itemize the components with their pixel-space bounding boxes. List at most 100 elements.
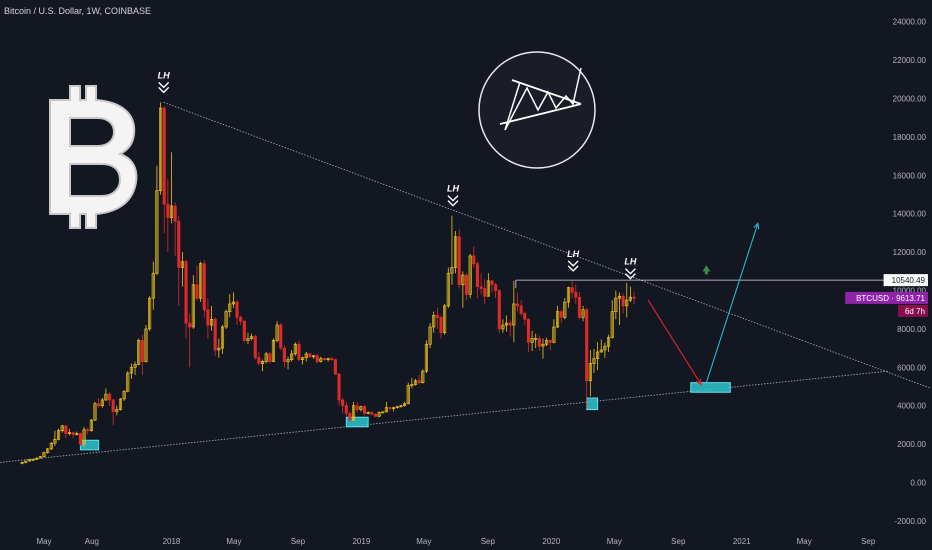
candle[interactable]	[253, 334, 257, 360]
candle[interactable]	[599, 339, 603, 353]
candlestick-series[interactable]	[20, 102, 636, 465]
candle[interactable]	[271, 338, 276, 362]
candle[interactable]	[603, 342, 607, 358]
candle[interactable]	[282, 345, 286, 368]
candle[interactable]	[279, 323, 283, 351]
candle[interactable]	[610, 300, 614, 339]
candle[interactable]	[64, 424, 68, 439]
candle[interactable]	[344, 401, 348, 417]
candle[interactable]	[537, 335, 541, 351]
candle[interactable]	[202, 259, 206, 318]
candle[interactable]	[581, 305, 585, 322]
candle[interactable]	[129, 363, 133, 379]
candle[interactable]	[435, 307, 439, 329]
candle[interactable]	[370, 411, 374, 416]
candle[interactable]	[515, 292, 520, 312]
candle[interactable]	[268, 351, 272, 364]
candle[interactable]	[224, 309, 228, 329]
candle[interactable]	[126, 371, 130, 393]
candle[interactable]	[188, 313, 192, 368]
candle[interactable]	[151, 261, 155, 310]
candle[interactable]	[563, 298, 567, 320]
candle[interactable]	[352, 401, 356, 422]
candle[interactable]	[621, 293, 625, 314]
candle[interactable]	[60, 424, 64, 433]
candle[interactable]	[552, 319, 556, 344]
candle[interactable]	[199, 261, 203, 303]
candle[interactable]	[556, 305, 560, 328]
candle[interactable]	[235, 300, 239, 326]
candle[interactable]	[588, 350, 592, 397]
candle[interactable]	[534, 333, 538, 349]
candle[interactable]	[617, 292, 622, 326]
candle[interactable]	[607, 334, 611, 352]
candle[interactable]	[399, 404, 403, 408]
candle[interactable]	[464, 273, 469, 301]
support-zone[interactable]	[690, 382, 731, 393]
candle[interactable]	[86, 427, 90, 435]
candle[interactable]	[450, 215, 454, 285]
candle[interactable]	[297, 340, 301, 362]
candle[interactable]	[89, 419, 93, 432]
support-zone[interactable]	[586, 397, 599, 411]
candle[interactable]	[213, 317, 217, 356]
candle[interactable]	[177, 215, 181, 306]
candle[interactable]	[137, 338, 141, 366]
candle[interactable]	[173, 202, 177, 256]
candle[interactable]	[20, 461, 24, 465]
candle[interactable]	[217, 338, 221, 358]
candle[interactable]	[384, 401, 388, 413]
candle[interactable]	[632, 291, 636, 304]
candle[interactable]	[166, 179, 170, 253]
candle[interactable]	[596, 342, 600, 371]
candle[interactable]	[359, 405, 363, 412]
candle[interactable]	[424, 340, 428, 374]
candle[interactable]	[330, 356, 334, 361]
candle[interactable]	[75, 431, 79, 436]
candle[interactable]	[49, 442, 53, 450]
candle[interactable]	[373, 413, 377, 418]
candle[interactable]	[337, 373, 341, 406]
candle[interactable]	[585, 307, 589, 409]
support-zones[interactable]	[79, 382, 731, 451]
candle[interactable]	[286, 356, 290, 370]
candle[interactable]	[392, 406, 396, 412]
candle[interactable]	[100, 398, 104, 408]
candle[interactable]	[541, 338, 545, 359]
candle[interactable]	[264, 351, 268, 364]
candle[interactable]	[195, 265, 199, 301]
candle[interactable]	[228, 294, 232, 318]
candle[interactable]	[326, 357, 330, 362]
candle[interactable]	[505, 315, 509, 332]
candle[interactable]	[275, 321, 279, 343]
candle[interactable]	[206, 298, 210, 339]
candle[interactable]	[494, 282, 498, 299]
candle[interactable]	[35, 457, 39, 460]
candle[interactable]	[24, 460, 28, 464]
candle[interactable]	[523, 311, 527, 326]
candle[interactable]	[362, 404, 367, 416]
candle[interactable]	[159, 102, 163, 195]
candle[interactable]	[479, 273, 483, 295]
candle[interactable]	[104, 388, 108, 401]
candle[interactable]	[239, 315, 243, 326]
candle[interactable]	[162, 106, 166, 233]
candle[interactable]	[443, 303, 447, 335]
candle[interactable]	[209, 305, 214, 331]
candle[interactable]	[108, 392, 112, 406]
candle[interactable]	[133, 361, 137, 375]
candle[interactable]	[293, 342, 297, 356]
candle[interactable]	[468, 254, 472, 299]
candle[interactable]	[381, 411, 385, 414]
candle[interactable]	[574, 284, 578, 304]
candle[interactable]	[483, 278, 487, 304]
candle[interactable]	[446, 267, 450, 308]
candle[interactable]	[410, 377, 414, 389]
candle[interactable]	[341, 398, 345, 414]
candle[interactable]	[395, 405, 399, 409]
candle[interactable]	[184, 259, 188, 339]
candle[interactable]	[355, 401, 359, 413]
support-zone[interactable]	[345, 416, 369, 428]
candle[interactable]	[566, 286, 571, 308]
candle[interactable]	[625, 282, 629, 318]
